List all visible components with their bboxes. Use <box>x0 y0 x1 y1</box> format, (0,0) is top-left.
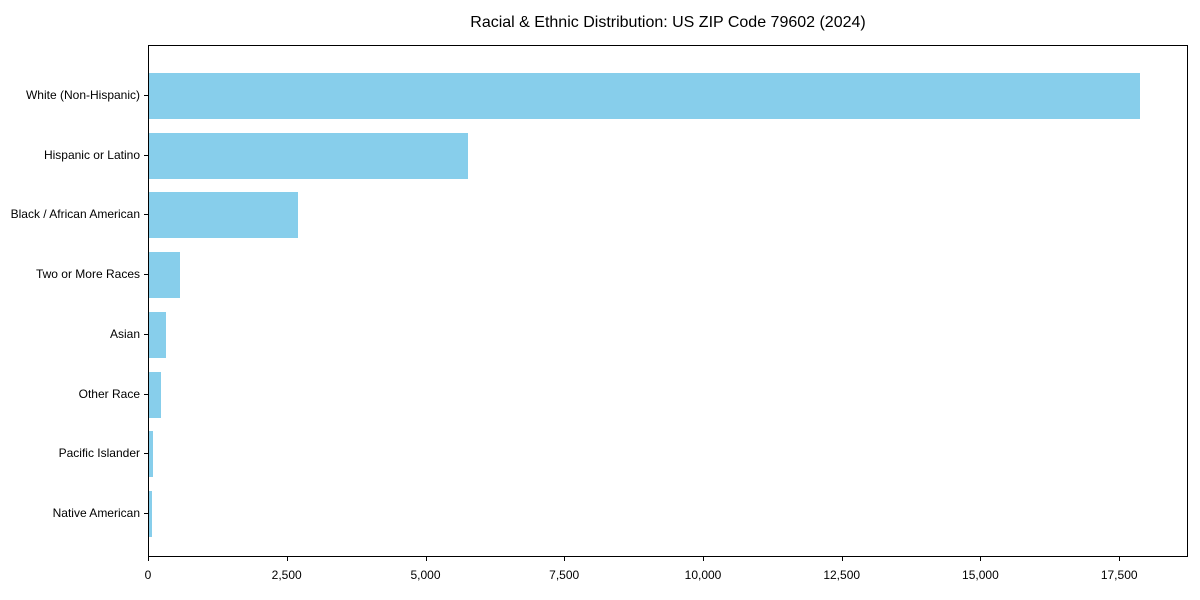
x-tick-label-15000: 15,000 <box>962 568 999 582</box>
x-tick-mark <box>980 557 982 561</box>
x-tick-mark <box>1119 557 1121 561</box>
bar-pacific-islander <box>149 431 154 478</box>
bar-two-or-more-races <box>149 252 181 299</box>
bar-hispanic-or-latino <box>149 132 469 179</box>
x-tick-mark <box>425 557 427 561</box>
y-tick-mark <box>144 274 148 276</box>
x-tick-label-0: 0 <box>144 568 152 582</box>
x-tick-label-5000: 5,000 <box>410 568 441 582</box>
bar-black-african-american <box>149 192 298 239</box>
y-tick-label-other-race: Other Race <box>78 386 140 401</box>
x-tick-label-7500: 7,500 <box>549 568 580 582</box>
x-tick-label-2500: 2,500 <box>271 568 302 582</box>
x-tick-mark <box>148 557 149 561</box>
y-tick-mark <box>144 95 148 96</box>
x-tick-mark <box>703 557 704 561</box>
bar-white-non-hispanic <box>149 73 1140 119</box>
bar-asian <box>149 311 167 358</box>
x-tick-label-17500: 17,500 <box>1100 568 1138 582</box>
x-tick-mark <box>564 557 566 561</box>
plot-area <box>148 45 1188 557</box>
y-tick-label-hispanic-or-latino: Hispanic or Latino <box>43 147 140 162</box>
y-tick-mark <box>144 154 148 156</box>
y-tick-mark <box>144 333 148 335</box>
y-tick-label-native-american: Native American <box>52 505 140 520</box>
y-tick-mark <box>144 453 148 455</box>
y-tick-label-two-or-more-races: Two or More Races <box>35 267 140 282</box>
y-tick-mark <box>144 393 148 395</box>
y-tick-label-black-african-american: Black / African American <box>10 207 140 222</box>
x-tick-mark <box>286 557 288 561</box>
y-tick-label-pacific-islander: Pacific Islander <box>58 446 140 461</box>
y-tick-label-white-non-hispanic: White (Non-Hispanic) <box>25 88 140 102</box>
x-tick-mark <box>841 557 843 561</box>
y-tick-mark <box>144 512 148 514</box>
chart-title: Racial & Ethnic Distribution: US ZIP Cod… <box>470 14 866 31</box>
bar-native-american <box>149 490 152 537</box>
bar-other-race <box>149 371 162 418</box>
y-tick-label-asian: Asian <box>109 326 140 341</box>
y-tick-mark <box>144 214 148 216</box>
x-tick-label-12500: 12,500 <box>823 568 861 582</box>
x-tick-label-10000: 10,000 <box>684 568 722 582</box>
